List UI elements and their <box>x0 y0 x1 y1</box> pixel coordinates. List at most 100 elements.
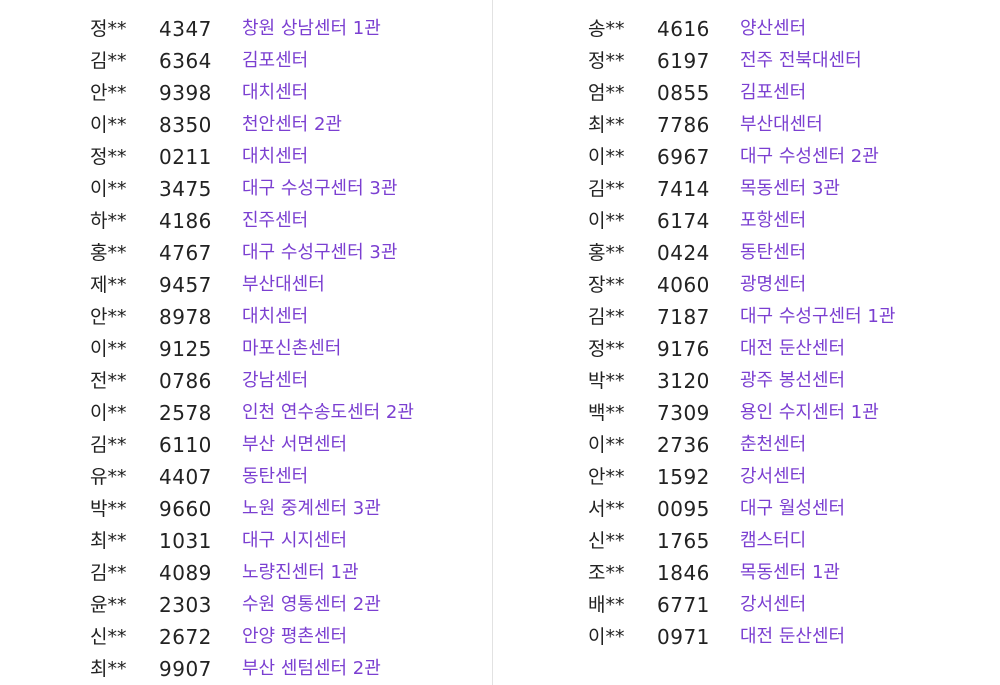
member-code: 0786 <box>159 369 212 393</box>
member-code: 6110 <box>159 433 212 457</box>
center-link[interactable]: 노원 중계센터 3관 <box>242 498 381 519</box>
center-link[interactable]: 용인 수지센터 1관 <box>740 402 879 423</box>
center-link[interactable]: 대구 월성센터 <box>740 498 846 519</box>
center-link[interactable]: 광주 봉선센터 <box>740 370 846 391</box>
center-link[interactable]: 수원 영통센터 2관 <box>242 594 381 615</box>
member-code: 9125 <box>159 337 212 361</box>
member-code: 0211 <box>159 145 212 169</box>
center-link[interactable]: 강서센터 <box>740 466 807 487</box>
center-link[interactable]: 동탄센터 <box>242 466 309 487</box>
center-link[interactable]: 강남센터 <box>242 370 309 391</box>
center-link[interactable]: 양산센터 <box>740 18 807 39</box>
member-name: 송** <box>588 18 625 40</box>
member-name: 김** <box>90 434 127 456</box>
center-link[interactable]: 동탄센터 <box>740 242 807 263</box>
member-code: 2578 <box>159 401 212 425</box>
member-code: 1031 <box>159 529 212 553</box>
center-link[interactable]: 캠스터디 <box>740 530 807 551</box>
member-name: 전** <box>90 370 127 392</box>
member-name: 김** <box>588 306 625 328</box>
member-name: 김** <box>90 50 127 72</box>
center-link[interactable]: 포항센터 <box>740 210 807 231</box>
member-code: 4767 <box>159 241 212 265</box>
center-link[interactable]: 대구 수성센터 2관 <box>740 146 879 167</box>
center-link[interactable]: 마포신촌센터 <box>242 338 342 359</box>
member-name: 하** <box>90 210 127 232</box>
center-link[interactable]: 대구 수성구센터 1관 <box>740 306 896 327</box>
member-code: 7309 <box>657 401 710 425</box>
member-name: 이** <box>90 178 127 200</box>
member-code: 0971 <box>657 625 710 649</box>
center-link[interactable]: 대구 시지센터 <box>242 530 348 551</box>
center-link[interactable]: 대치센터 <box>242 146 309 167</box>
member-name: 이** <box>90 114 127 136</box>
member-code: 6364 <box>159 49 212 73</box>
member-name: 이** <box>588 210 625 232</box>
center-link[interactable]: 대구 수성구센터 3관 <box>242 178 398 199</box>
center-link[interactable]: 김포센터 <box>242 50 309 71</box>
center-link[interactable]: 광명센터 <box>740 274 807 295</box>
member-name: 김** <box>90 562 127 584</box>
center-link[interactable]: 노량진센터 1관 <box>242 562 359 583</box>
member-code: 1846 <box>657 561 710 585</box>
member-code: 4186 <box>159 209 212 233</box>
member-name: 최** <box>588 114 625 136</box>
member-name: 정** <box>90 18 127 40</box>
member-code: 1592 <box>657 465 710 489</box>
center-link[interactable]: 대전 둔산센터 <box>740 338 846 359</box>
member-name: 윤** <box>90 594 127 616</box>
center-link[interactable]: 천안센터 2관 <box>242 114 342 135</box>
member-name: 이** <box>588 434 625 456</box>
member-code: 8978 <box>159 305 212 329</box>
member-name: 박** <box>90 498 127 520</box>
member-name: 장** <box>588 274 625 296</box>
center-link[interactable]: 부산대센터 <box>242 274 325 295</box>
member-name: 안** <box>90 82 127 104</box>
member-name: 엄** <box>588 82 625 104</box>
column-divider <box>492 0 493 685</box>
member-code: 0095 <box>657 497 710 521</box>
member-code: 4089 <box>159 561 212 585</box>
member-name: 안** <box>90 306 127 328</box>
center-link[interactable]: 대전 둔산센터 <box>740 626 846 647</box>
center-link[interactable]: 인천 연수송도센터 2관 <box>242 402 414 423</box>
member-name: 박** <box>588 370 625 392</box>
member-code: 7786 <box>657 113 710 137</box>
member-name: 신** <box>90 626 127 648</box>
center-link[interactable]: 부산 서면센터 <box>242 434 348 455</box>
member-code: 6174 <box>657 209 710 233</box>
center-link[interactable]: 강서센터 <box>740 594 807 615</box>
center-link[interactable]: 전주 전북대센터 <box>740 50 862 71</box>
center-link[interactable]: 부산대센터 <box>740 114 823 135</box>
center-link[interactable]: 대구 수성구센터 3관 <box>242 242 398 263</box>
member-name: 조** <box>588 562 625 584</box>
member-code: 6967 <box>657 145 710 169</box>
member-code: 7414 <box>657 177 710 201</box>
member-code: 2672 <box>159 625 212 649</box>
member-code: 4616 <box>657 17 710 41</box>
member-code: 9457 <box>159 273 212 297</box>
member-name: 서** <box>588 498 625 520</box>
member-name: 제** <box>90 274 127 296</box>
center-link[interactable]: 김포센터 <box>740 82 807 103</box>
member-code: 8350 <box>159 113 212 137</box>
center-link[interactable]: 목동센터 1관 <box>740 562 840 583</box>
member-name: 유** <box>90 466 127 488</box>
center-link[interactable]: 춘천센터 <box>740 434 807 455</box>
center-link[interactable]: 부산 센텀센터 2관 <box>242 658 381 679</box>
center-link[interactable]: 대치센터 <box>242 306 309 327</box>
member-code: 7187 <box>657 305 710 329</box>
member-code: 1765 <box>657 529 710 553</box>
member-name: 이** <box>90 402 127 424</box>
member-name: 홍** <box>90 242 127 264</box>
center-link[interactable]: 대치센터 <box>242 82 309 103</box>
center-link[interactable]: 목동센터 3관 <box>740 178 840 199</box>
center-link[interactable]: 안양 평촌센터 <box>242 626 348 647</box>
center-link[interactable]: 진주센터 <box>242 210 309 231</box>
center-link[interactable]: 창원 상남센터 1관 <box>242 18 381 39</box>
member-code: 0855 <box>657 81 710 105</box>
member-code: 6197 <box>657 49 710 73</box>
member-name: 안** <box>588 466 625 488</box>
member-name: 홍** <box>588 242 625 264</box>
